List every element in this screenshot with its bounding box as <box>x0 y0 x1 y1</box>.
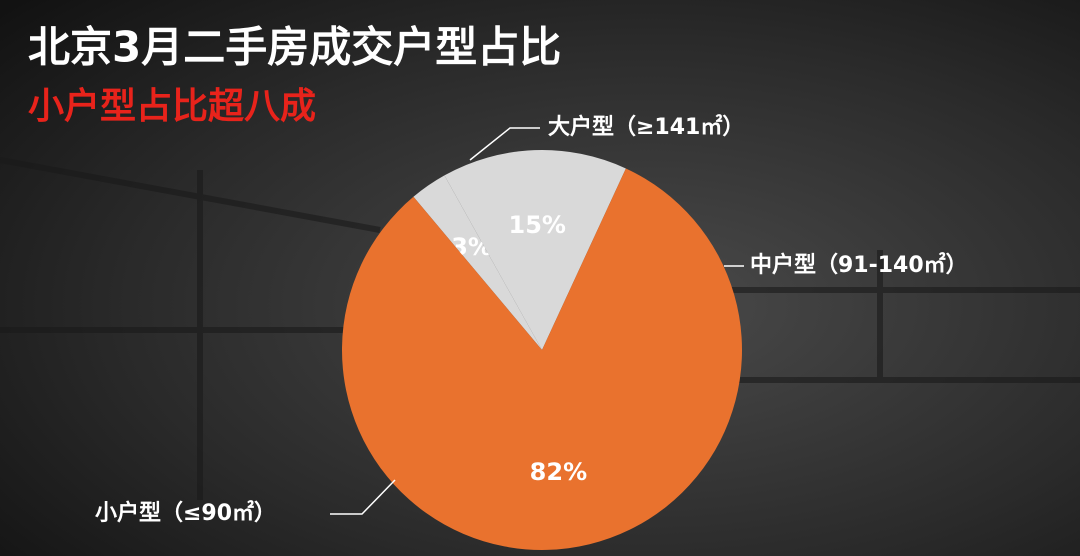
leader-line <box>469 127 540 161</box>
pie-slice <box>342 168 742 550</box>
category-label: 小户型（≤90㎡） <box>95 500 276 526</box>
slice-label: 82% <box>530 458 587 486</box>
category-label: 中户型（91-140㎡） <box>750 252 968 278</box>
slice-label: 15% <box>509 211 566 239</box>
leader-line <box>330 479 396 515</box>
chart-subtitle: 小户型占比超八成 <box>28 86 316 127</box>
pie-slice <box>444 150 626 350</box>
window-frames <box>0 157 1080 500</box>
category-label: 大户型（≥141㎡） <box>548 114 744 140</box>
pie-slice <box>413 175 542 350</box>
chart-title: 北京3月二手房成交户型占比 <box>28 23 561 72</box>
